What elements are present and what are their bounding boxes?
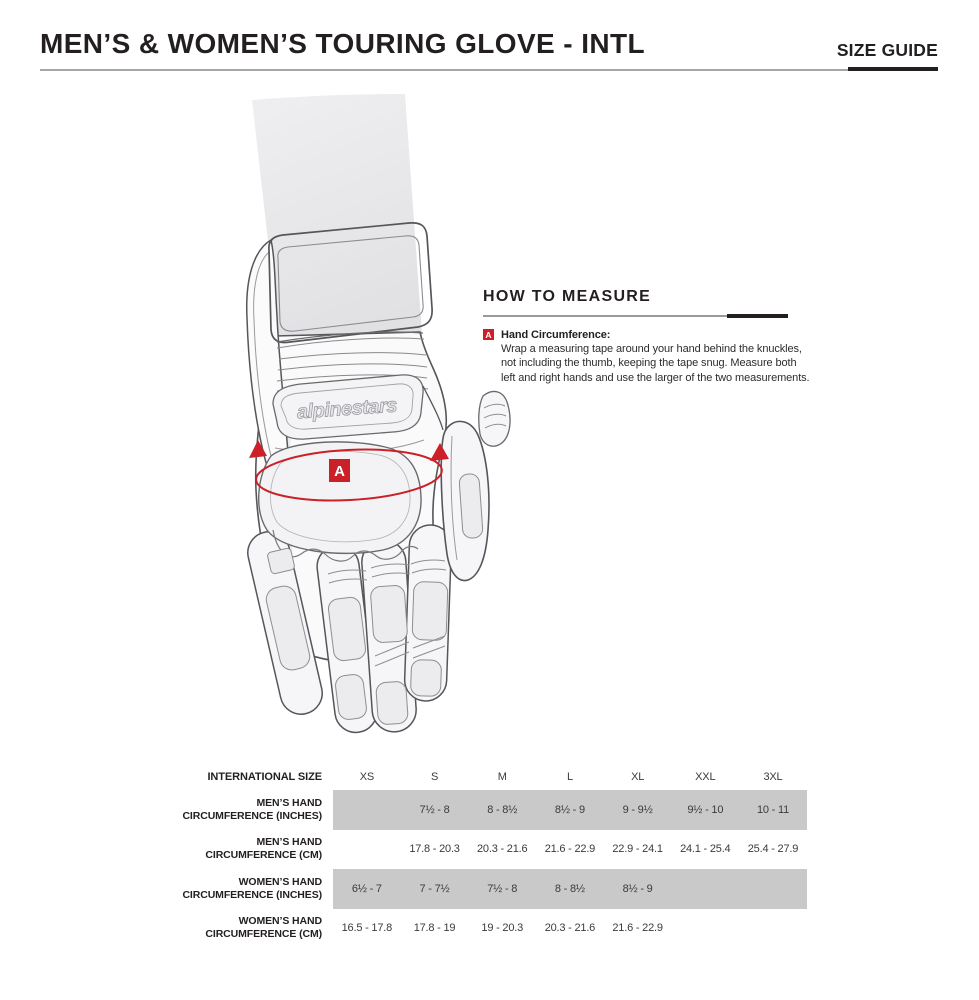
cuff-strap-seam [253,251,277,475]
row-label: WOMEN’S HAND CIRCUMFERENCE (INCHES) [182,875,322,901]
international-size-label: INTERNATIONAL SIZE [207,770,322,783]
hand-circumference-instruction: A Hand Circumference: Wrap a measuring t… [483,328,810,385]
instruction-text: Hand Circumference: Wrap a measuring tap… [501,328,810,385]
size-col-s: S [430,771,439,783]
cell: 20.3 - 21.6 [477,843,528,856]
cell: 9 - 9½ [622,803,653,816]
table-row-womens-cm: WOMEN’S HAND CIRCUMFERENCE (CM) 16.5 - 1… [0,909,979,949]
instruction-line-3: left and right hands and use the larger … [501,371,810,384]
instruction-line-2: not including the thumb, keeping the tap… [501,357,797,370]
cell: 8½ - 9 [622,882,653,895]
finger-seams [327,559,447,667]
cell: 7 - 7½ [419,882,450,895]
size-guide-label: SIZE GUIDE [836,40,938,60]
cell: 8½ - 9 [554,803,585,816]
row-label: MEN’S HAND CIRCUMFERENCE (CM) [205,836,322,862]
row-values: 17.8 - 20.3 20.3 - 21.6 21.6 - 22.9 22.9… [333,830,807,870]
instruction-line-1: Wrap a measuring tape around your hand b… [501,343,802,356]
table-row-mens-inches: MEN’S HAND CIRCUMFERENCE (INCHES) 7½ - 8… [0,790,979,830]
header-rule-accent [848,67,938,71]
cell: 8 - 8½ [487,803,518,816]
marker-a-chip: A [483,329,494,340]
measure-tape-arc [249,440,449,502]
cell: 8 - 8½ [554,882,585,895]
size-table: INTERNATIONAL SIZE XS S M L XL XXL 3XL M… [0,764,979,948]
cell: 17.8 - 20.3 [409,843,460,856]
how-to-measure-rule-accent [727,314,788,318]
cell: 7½ - 8 [419,803,450,816]
how-to-measure-section: HOW TO MEASURE [483,288,813,306]
size-col-3xl: 3XL [763,771,783,783]
thumb-panel [458,473,484,539]
cell: 25.4 - 27.9 [747,843,799,856]
cell: 19 - 20.3 [481,922,524,935]
wrist-tab [478,390,511,447]
cell: 21.6 - 22.9 [544,843,596,856]
page-title: MEN’S & WOMEN’S TOURING GLOVE - INTL [40,28,645,59]
cell: 10 - 11 [756,803,789,816]
row-label: WOMEN’S HAND CIRCUMFERENCE (CM) [205,915,322,941]
forearm [252,94,423,356]
glove-svg: alpinestars [245,94,511,734]
size-table-header-row: INTERNATIONAL SIZE XS S M L XL XXL 3XL [0,764,979,790]
wrist-tab-stitches [483,403,507,429]
thumb-inner-line [450,435,458,561]
cell: 17.8 - 19 [413,922,456,935]
size-col-xxl: XXL [695,771,716,783]
knuckle-guard [258,441,422,555]
size-col-l: L [566,771,573,783]
row-values: 16.5 - 17.8 17.8 - 19 19 - 20.3 20.3 - 2… [333,909,807,949]
cell: 22.9 - 24.1 [612,843,663,856]
cuff-inner-line [277,235,424,332]
how-to-measure-title: HOW TO MEASURE [483,288,652,305]
cell: 21.6 - 22.9 [612,922,663,935]
thumb-seam [422,385,444,431]
knuckle-scallops [272,529,419,562]
arrowhead-right-icon [430,443,449,461]
size-col-xl: XL [631,771,645,783]
header-rule [40,69,938,71]
cell: 6½ - 7 [351,882,382,895]
arrowhead-left-icon [249,440,267,458]
cell: 24.1 - 25.4 [680,843,731,856]
finger-padding [265,547,449,725]
logo-panel-inner [280,383,414,430]
table-row-mens-cm: MEN’S HAND CIRCUMFERENCE (CM) 17.8 - 20.… [0,830,979,870]
row-values: 6½ - 7 7 - 7½ 7½ - 8 8 - 8½ 8½ - 9 [333,869,807,909]
size-col-xs: XS [359,771,374,783]
row-values: 7½ - 8 8 - 8½ 8½ - 9 9 - 9½ 9½ - 10 10 -… [333,790,807,830]
how-to-measure-rule [483,315,788,317]
cell: 7½ - 8 [487,882,518,895]
cell: 9½ - 10 [687,803,724,816]
cell: 16.5 - 17.8 [341,922,393,935]
size-columns: XS S M L XL XXL 3XL [333,764,807,790]
glove-illustration: alpinestars [225,90,525,750]
row-label: MEN’S HAND CIRCUMFERENCE (INCHES) [182,796,322,822]
instruction-label: Hand Circumference: [501,329,611,341]
measure-marker-a-label: A [334,463,345,480]
knuckle-guard-inner [270,450,411,543]
size-col-m: M [497,771,507,783]
measure-marker-a: A [329,459,350,482]
cell: 20.3 - 21.6 [544,922,596,935]
table-row-womens-inches: WOMEN’S HAND CIRCUMFERENCE (INCHES) 6½ -… [0,869,979,909]
